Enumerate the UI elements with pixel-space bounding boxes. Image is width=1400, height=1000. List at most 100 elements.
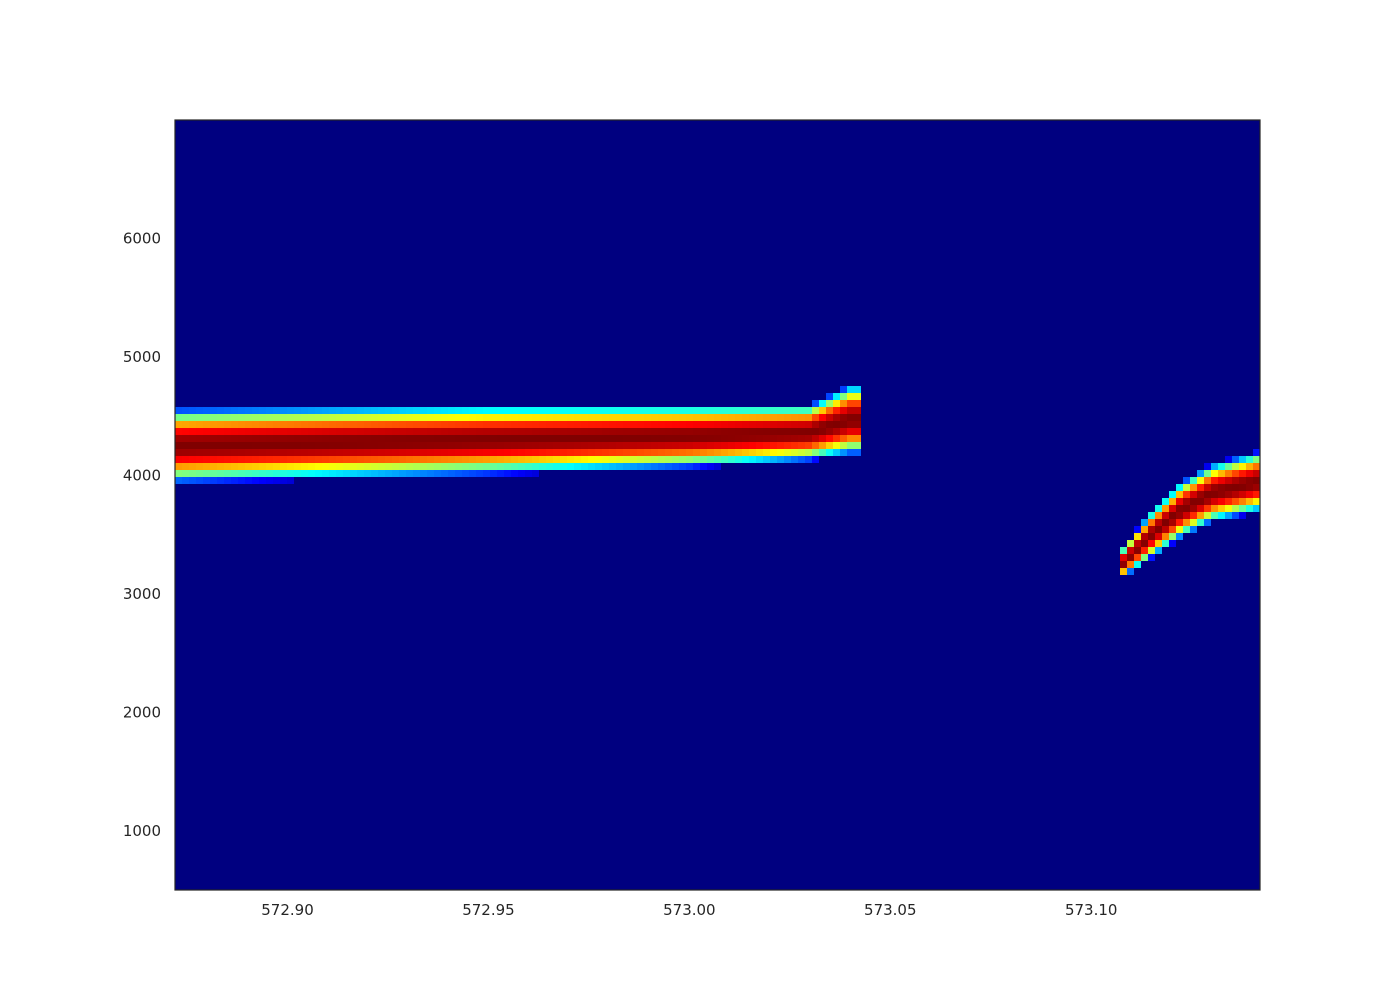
heatmap-cell (322, 407, 329, 414)
heatmap-cell (1246, 470, 1253, 477)
heatmap-cell (1155, 526, 1162, 533)
heatmap-cell (462, 449, 469, 456)
heatmap-cell (406, 407, 413, 414)
heatmap-cell (539, 407, 546, 414)
heatmap-cell (469, 470, 476, 477)
heatmap-cell (756, 414, 763, 421)
heatmap-cell (756, 421, 763, 428)
heatmap-cell (497, 449, 504, 456)
heatmap-cell (784, 442, 791, 449)
heatmap-cell (672, 456, 679, 463)
heatmap-cell (707, 414, 714, 421)
heatmap-cell (483, 414, 490, 421)
heatmap-cell (714, 421, 721, 428)
heatmap-cell (651, 421, 658, 428)
heatmap-cell (707, 442, 714, 449)
heatmap-cell (224, 407, 231, 414)
heatmap-cell (301, 407, 308, 414)
heatmap-cell (1190, 498, 1197, 505)
heatmap-cell (224, 449, 231, 456)
heatmap-cell (175, 442, 182, 449)
heatmap-cell (476, 435, 483, 442)
heatmap-cell (329, 470, 336, 477)
heatmap-cell (175, 449, 182, 456)
heatmap-cell (679, 463, 686, 470)
heatmap-cell (273, 435, 280, 442)
heatmap-cell (567, 414, 574, 421)
heatmap-cell (231, 463, 238, 470)
heatmap-cell (434, 428, 441, 435)
heatmap-cell (490, 442, 497, 449)
heatmap-cell (595, 407, 602, 414)
heatmap-cell (686, 421, 693, 428)
heatmap-cell (1197, 484, 1204, 491)
heatmap-cell (560, 414, 567, 421)
heatmap-cell (322, 435, 329, 442)
heatmap-cell (847, 428, 854, 435)
heatmap-cell (539, 463, 546, 470)
heatmap-cell (1218, 498, 1225, 505)
heatmap-cell (588, 428, 595, 435)
heatmap-cell (420, 463, 427, 470)
heatmap-cell (259, 477, 266, 484)
heatmap-cell (1218, 463, 1225, 470)
heatmap-cell (1176, 498, 1183, 505)
heatmap-cell (497, 414, 504, 421)
heatmap-cell (532, 428, 539, 435)
heatmap-cell (518, 449, 525, 456)
heatmap-cell (798, 449, 805, 456)
heatmap-cell (595, 421, 602, 428)
heatmap-cell (406, 470, 413, 477)
heatmap-cell (770, 456, 777, 463)
heatmap-cell (1120, 554, 1127, 561)
heatmap-cell (791, 407, 798, 414)
heatmap-cell (532, 456, 539, 463)
heatmap-cell (735, 414, 742, 421)
heatmap-cell (623, 442, 630, 449)
heatmap-cell (791, 435, 798, 442)
heatmap-cell (210, 477, 217, 484)
heatmap-cell (644, 435, 651, 442)
heatmap-cell (847, 421, 854, 428)
heatmap-cell (700, 407, 707, 414)
heatmap-cell (322, 456, 329, 463)
heatmap-cell (546, 463, 553, 470)
heatmap-cell (350, 428, 357, 435)
heatmap-cell (427, 463, 434, 470)
heatmap-cell (658, 435, 665, 442)
heatmap-cell (539, 421, 546, 428)
heatmap-cell (441, 421, 448, 428)
heatmap-cell (497, 456, 504, 463)
heatmap-cell (574, 421, 581, 428)
heatmap-cell (784, 407, 791, 414)
heatmap-cell (847, 407, 854, 414)
heatmap-cell (1225, 470, 1232, 477)
heatmap-cell (1211, 505, 1218, 512)
heatmap-cell (791, 421, 798, 428)
heatmap-cell (210, 442, 217, 449)
heatmap-cell (749, 421, 756, 428)
heatmap-cell (378, 407, 385, 414)
heatmap-cell (371, 449, 378, 456)
heatmap-cell (504, 470, 511, 477)
heatmap-cell (238, 449, 245, 456)
heatmap-cell (469, 421, 476, 428)
heatmap-cell (427, 414, 434, 421)
heatmap-cell (574, 428, 581, 435)
heatmap-cell (609, 414, 616, 421)
heatmap-cell (1190, 491, 1197, 498)
heatmap-cell (595, 449, 602, 456)
heatmap-cell (182, 449, 189, 456)
heatmap-cell (686, 442, 693, 449)
heatmap-cell (245, 456, 252, 463)
heatmap-cell (224, 456, 231, 463)
heatmap-cell (231, 421, 238, 428)
heatmap-cell (245, 407, 252, 414)
heatmap-cell (826, 421, 833, 428)
heatmap-cell (693, 421, 700, 428)
heatmap-cell (854, 414, 861, 421)
heatmap-cell (742, 414, 749, 421)
heatmap-cell (266, 442, 273, 449)
heatmap-cell (1141, 519, 1148, 526)
heatmap-cell (343, 407, 350, 414)
